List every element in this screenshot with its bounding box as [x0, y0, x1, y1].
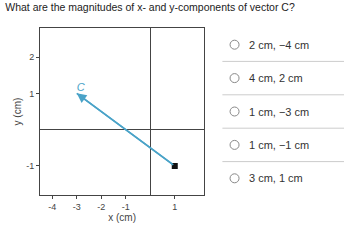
svg-text:3 cm, 1 cm: 3 cm, 1 cm [249, 172, 303, 184]
svg-text:4 cm, 2 cm: 4 cm, 2 cm [249, 72, 303, 84]
svg-text:C: C [77, 81, 85, 93]
svg-text:1: 1 [29, 89, 34, 99]
svg-text:-3: -3 [73, 202, 81, 212]
svg-text:1 cm, −1 cm: 1 cm, −1 cm [249, 139, 309, 151]
svg-text:2 cm, −4 cm: 2 cm, −4 cm [249, 39, 309, 51]
svg-text:x (cm): x (cm) [108, 212, 136, 223]
svg-text:-4: -4 [48, 202, 56, 212]
svg-text:-1: -1 [26, 161, 34, 171]
svg-text:y (cm): y (cm) [12, 98, 23, 126]
svg-text:-1: -1 [122, 202, 130, 212]
svg-text:2: 2 [29, 52, 34, 62]
svg-text:What are the magnitudes of x-: What are the magnitudes of x- and y-comp… [5, 1, 295, 13]
svg-text:-2: -2 [97, 202, 105, 212]
svg-text:1 cm, −3 cm: 1 cm, −3 cm [249, 106, 309, 118]
svg-text:1: 1 [172, 202, 177, 212]
